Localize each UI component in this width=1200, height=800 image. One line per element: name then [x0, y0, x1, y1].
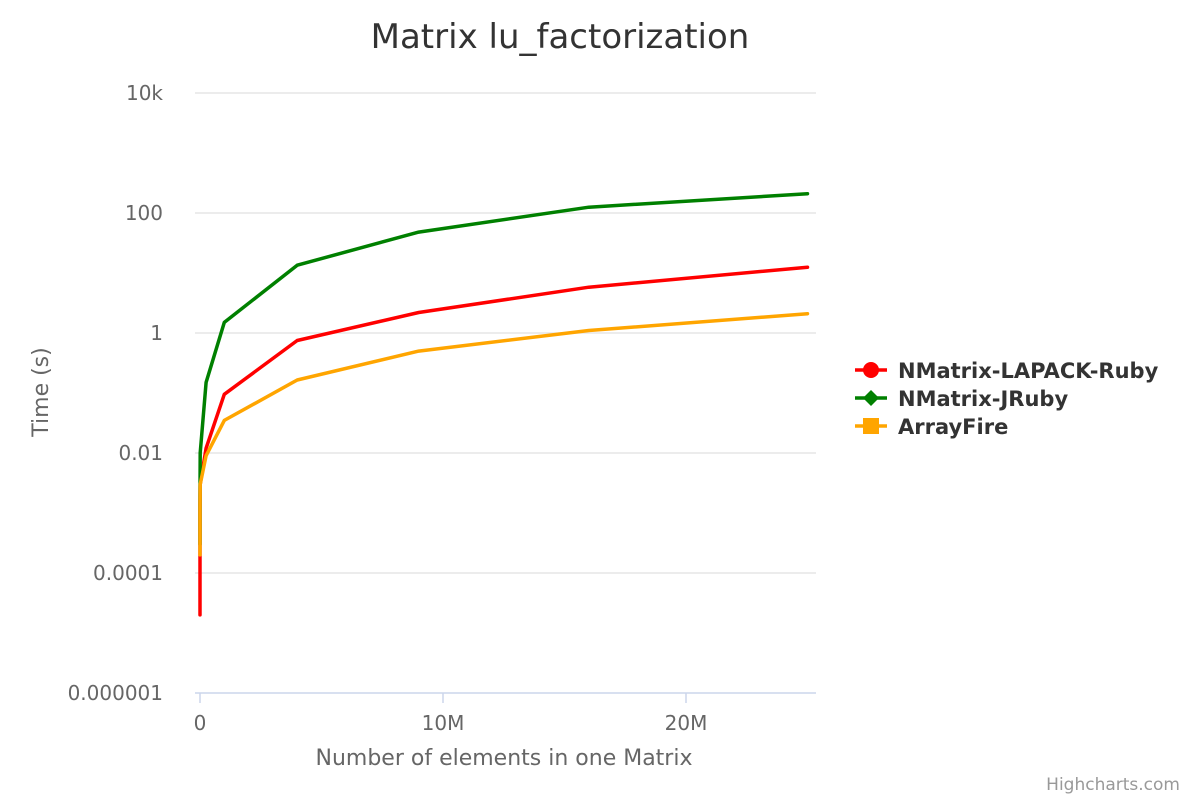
y-tick-label: 100 [125, 201, 163, 225]
x-axis-label: Number of elements in one Matrix [316, 746, 693, 771]
legend-item[interactable]: NMatrix-JRuby [855, 387, 1068, 411]
grid-lines [195, 92, 816, 574]
y-tick-label: 10k [126, 81, 163, 105]
legend-marker-circle-icon [863, 362, 879, 378]
y-tick-label: 0.000001 [68, 681, 163, 705]
x-tick-label: 10M [422, 711, 465, 735]
y-tick-label: 1 [150, 321, 163, 345]
x-tick-label: 20M [665, 711, 708, 735]
series-line-arrayfire [198, 311, 810, 557]
legend-label: NMatrix-LAPACK-Ruby [898, 359, 1159, 383]
y-tick-label: 0.01 [118, 441, 163, 465]
credits[interactable]: Highcharts.com [1046, 775, 1180, 795]
y-axis-ticks: 10k 100 1 0.01 0.0001 0.000001 [68, 81, 164, 705]
legend-label: ArrayFire [898, 415, 1008, 439]
x-tick-label: 0 [194, 711, 207, 735]
y-tick-label: 0.0001 [93, 561, 163, 585]
x-axis-ticks: 0 10M 20M [194, 693, 708, 735]
legend-item[interactable]: NMatrix-LAPACK-Ruby [855, 359, 1159, 383]
legend-marker-square-icon [863, 418, 879, 434]
series-lines [198, 191, 810, 617]
y-axis-label: Time (s) [29, 347, 54, 437]
legend-marker-diamond-icon [863, 390, 879, 406]
legend: NMatrix-LAPACK-Ruby NMatrix-JRuby ArrayFir… [855, 359, 1159, 439]
legend-item[interactable]: ArrayFire [855, 415, 1008, 439]
chart-title: Matrix lu_factorization [371, 17, 750, 57]
legend-label: NMatrix-JRuby [898, 387, 1068, 411]
